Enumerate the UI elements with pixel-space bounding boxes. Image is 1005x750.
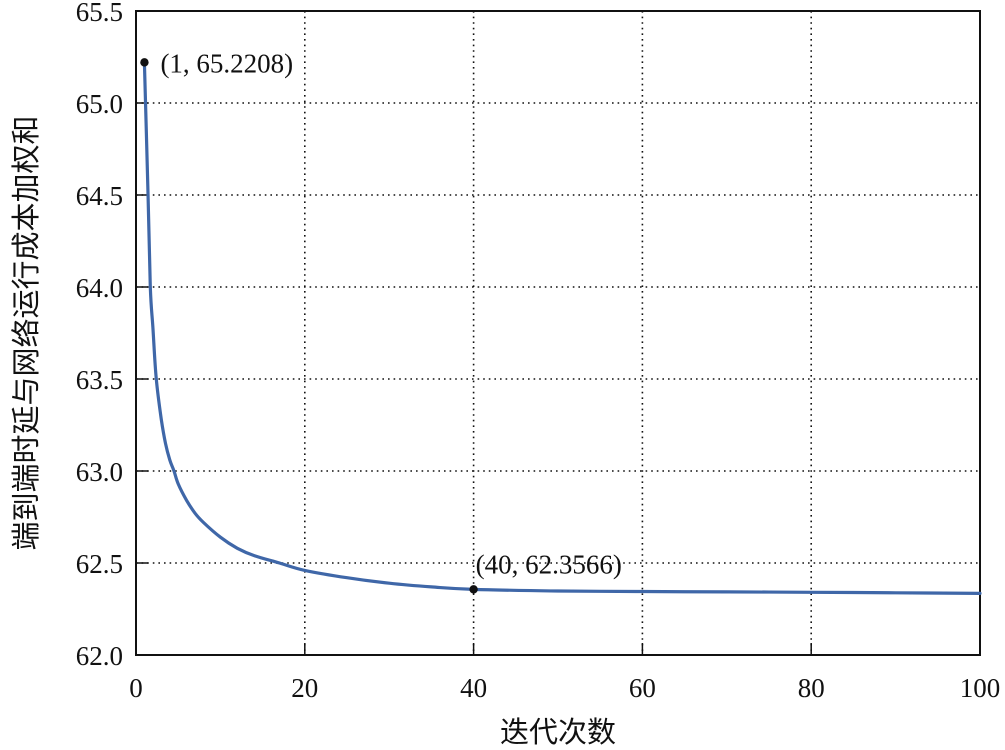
annotation-marker bbox=[140, 58, 149, 67]
x-tick-label: 60 bbox=[629, 673, 656, 703]
y-tick-label: 62.5 bbox=[76, 549, 123, 579]
annotation-label: (1, 65.2208) bbox=[160, 48, 293, 78]
y-tick-labels: 62.0 62.5 63.0 63.5 64.0 64.5 65.0 65.5 bbox=[76, 0, 123, 671]
y-tick-label: 63.5 bbox=[76, 365, 123, 395]
x-tick-labels: 0 20 40 60 80 100 bbox=[129, 673, 1000, 703]
y-tick-label: 65.0 bbox=[76, 89, 123, 119]
x-tick-label: 40 bbox=[460, 673, 487, 703]
x-tick-label: 100 bbox=[960, 673, 1001, 703]
x-tick-label: 0 bbox=[129, 673, 143, 703]
y-tick-label: 63.0 bbox=[76, 457, 123, 487]
annotation-marker bbox=[469, 585, 478, 594]
x-tick-label: 20 bbox=[291, 673, 318, 703]
x-tick-label: 80 bbox=[798, 673, 825, 703]
annotations: (1, 65.2208) (40, 62.3566) bbox=[140, 48, 622, 594]
y-tick-label: 64.0 bbox=[76, 273, 123, 303]
y-tick-label: 64.5 bbox=[76, 181, 123, 211]
y-tick-label: 62.0 bbox=[76, 641, 123, 671]
x-axis-title: 迭代次数 bbox=[500, 715, 616, 749]
y-axis-title: 端到端时延与网络运行成本加权和 bbox=[9, 115, 43, 550]
annotation-label: (40, 62.3566) bbox=[476, 549, 622, 579]
plot-frame bbox=[135, 10, 981, 656]
y-tick-label: 65.5 bbox=[76, 0, 123, 27]
series-line bbox=[142, 60, 982, 595]
